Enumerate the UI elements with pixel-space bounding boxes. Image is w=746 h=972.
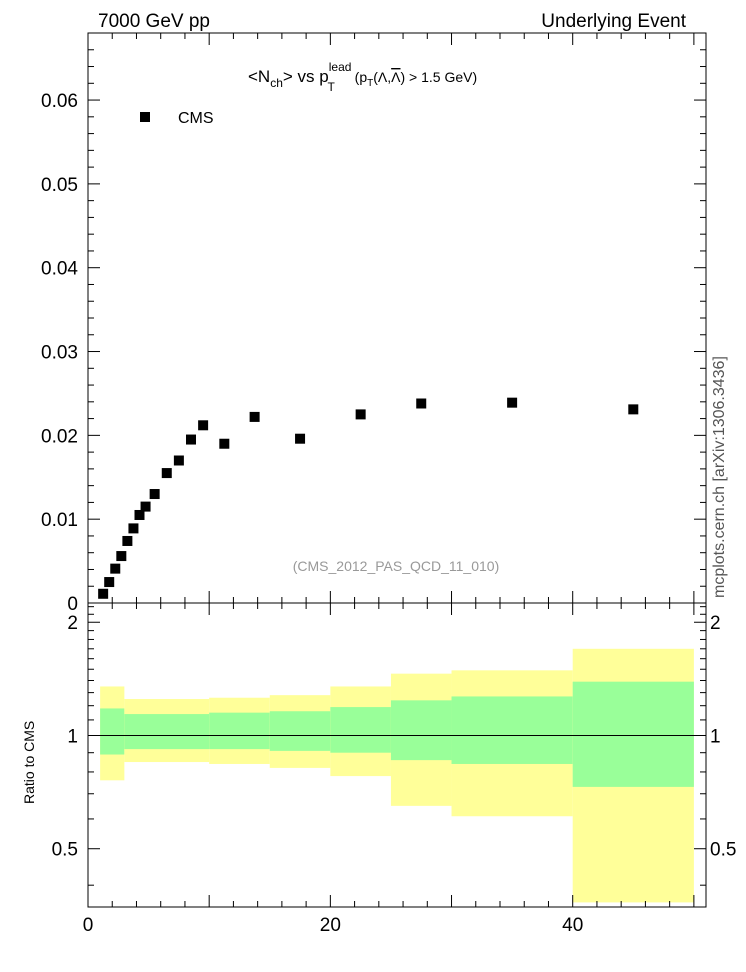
main-y-ticks: 0 0.01 0.02 0.03 0.04 0.05 0.06 xyxy=(41,49,706,615)
y-tick-label: 0 xyxy=(67,594,78,615)
side-label: mcplots.cern.ch [arXiv:1306.3436] xyxy=(711,356,728,598)
data-point xyxy=(104,577,115,588)
ratio-y-tick-label: 2 xyxy=(67,613,78,634)
ratio-band-inner xyxy=(209,712,270,750)
ratio-y-tick-label: 1 xyxy=(67,726,78,747)
ratio-band-inner xyxy=(124,714,210,750)
data-point xyxy=(507,397,518,408)
data-point xyxy=(186,434,196,445)
data-point xyxy=(416,398,427,409)
y-tick-label: 0.03 xyxy=(41,343,78,364)
y-tick-label: 0.01 xyxy=(41,510,78,531)
y-tick-label: 0.05 xyxy=(41,175,78,196)
plot-title: <Nch> vs plead T (pT(Λ,Λ) > 1.5 GeV) xyxy=(248,60,477,94)
x-tick-label: 0 xyxy=(83,915,94,936)
title-middle-sup: lead xyxy=(329,60,352,74)
data-point xyxy=(122,535,133,546)
data-point xyxy=(128,523,139,534)
data-point xyxy=(98,588,109,599)
ratio-band-inner xyxy=(100,708,125,755)
ratio-y-ticks: 0.5 0.5 1 1 2 2 xyxy=(52,606,736,886)
ratio-band-inner xyxy=(390,700,452,761)
y-tick-label: 0.02 xyxy=(41,426,78,447)
data-point xyxy=(219,438,230,449)
ratio-y-tick-label: 0.5 xyxy=(710,840,736,861)
data-point xyxy=(355,409,366,420)
ratio-band-inner xyxy=(330,707,391,753)
ratio-band-inner xyxy=(269,711,331,751)
data-point xyxy=(628,404,639,415)
ratio-bands xyxy=(100,648,694,903)
y-tick-label: 0.06 xyxy=(41,91,78,112)
data-point xyxy=(110,563,121,574)
analysis-ref: (CMS_2012_PAS_QCD_11_010) xyxy=(293,558,500,574)
ratio-x-ticks: 0 20 40 xyxy=(83,603,695,936)
header-left: 7000 GeV pp xyxy=(98,11,210,32)
ratio-y-tick-label: 1 xyxy=(710,726,721,747)
main-x-ticks xyxy=(87,33,695,603)
title-paren-rest-a: (Λ, xyxy=(373,69,391,85)
data-point xyxy=(173,455,184,466)
data-points xyxy=(98,397,639,599)
data-point xyxy=(198,420,209,431)
ratio-ylabel: Ratio to CMS xyxy=(21,721,37,804)
data-point xyxy=(116,551,127,562)
data-point xyxy=(161,468,172,479)
data-point xyxy=(140,501,151,512)
data-point xyxy=(149,489,160,500)
ratio-panel-frame xyxy=(87,602,707,908)
legend-label: CMS xyxy=(178,110,214,127)
header-right: Underlying Event xyxy=(541,11,686,32)
data-point xyxy=(249,411,260,422)
title-paren-rest-b: ) > 1.5 GeV) xyxy=(401,69,478,85)
legend-marker xyxy=(140,112,150,122)
title-middle: > vs p xyxy=(283,67,329,86)
title-paren-open: (p xyxy=(351,69,368,85)
x-tick-label: 20 xyxy=(320,915,341,936)
main-panel: 0 0.01 0.02 0.03 0.04 0.05 0.06 <Nch> vs plead… xyxy=(41,32,707,615)
ratio-y-tick-label: 0.5 xyxy=(52,840,78,861)
title-main-sub: ch xyxy=(270,76,283,90)
ratio-panel: 0.5 0.5 1 1 2 2 0 20 40 Ratio to CMS xyxy=(21,602,736,936)
ratio-band-inner xyxy=(572,681,694,787)
title-paren-overline: Λ xyxy=(391,69,401,85)
data-point xyxy=(134,509,145,520)
title-middle-sub: T xyxy=(327,80,335,94)
title-main: <N xyxy=(248,67,270,86)
x-tick-label: 40 xyxy=(562,915,583,936)
data-point xyxy=(295,433,306,444)
ratio-band-inner xyxy=(451,696,573,764)
title-paren-sub: T xyxy=(367,78,373,89)
ratio-y-tick-label: 2 xyxy=(710,613,721,634)
y-tick-label: 0.04 xyxy=(41,259,78,280)
